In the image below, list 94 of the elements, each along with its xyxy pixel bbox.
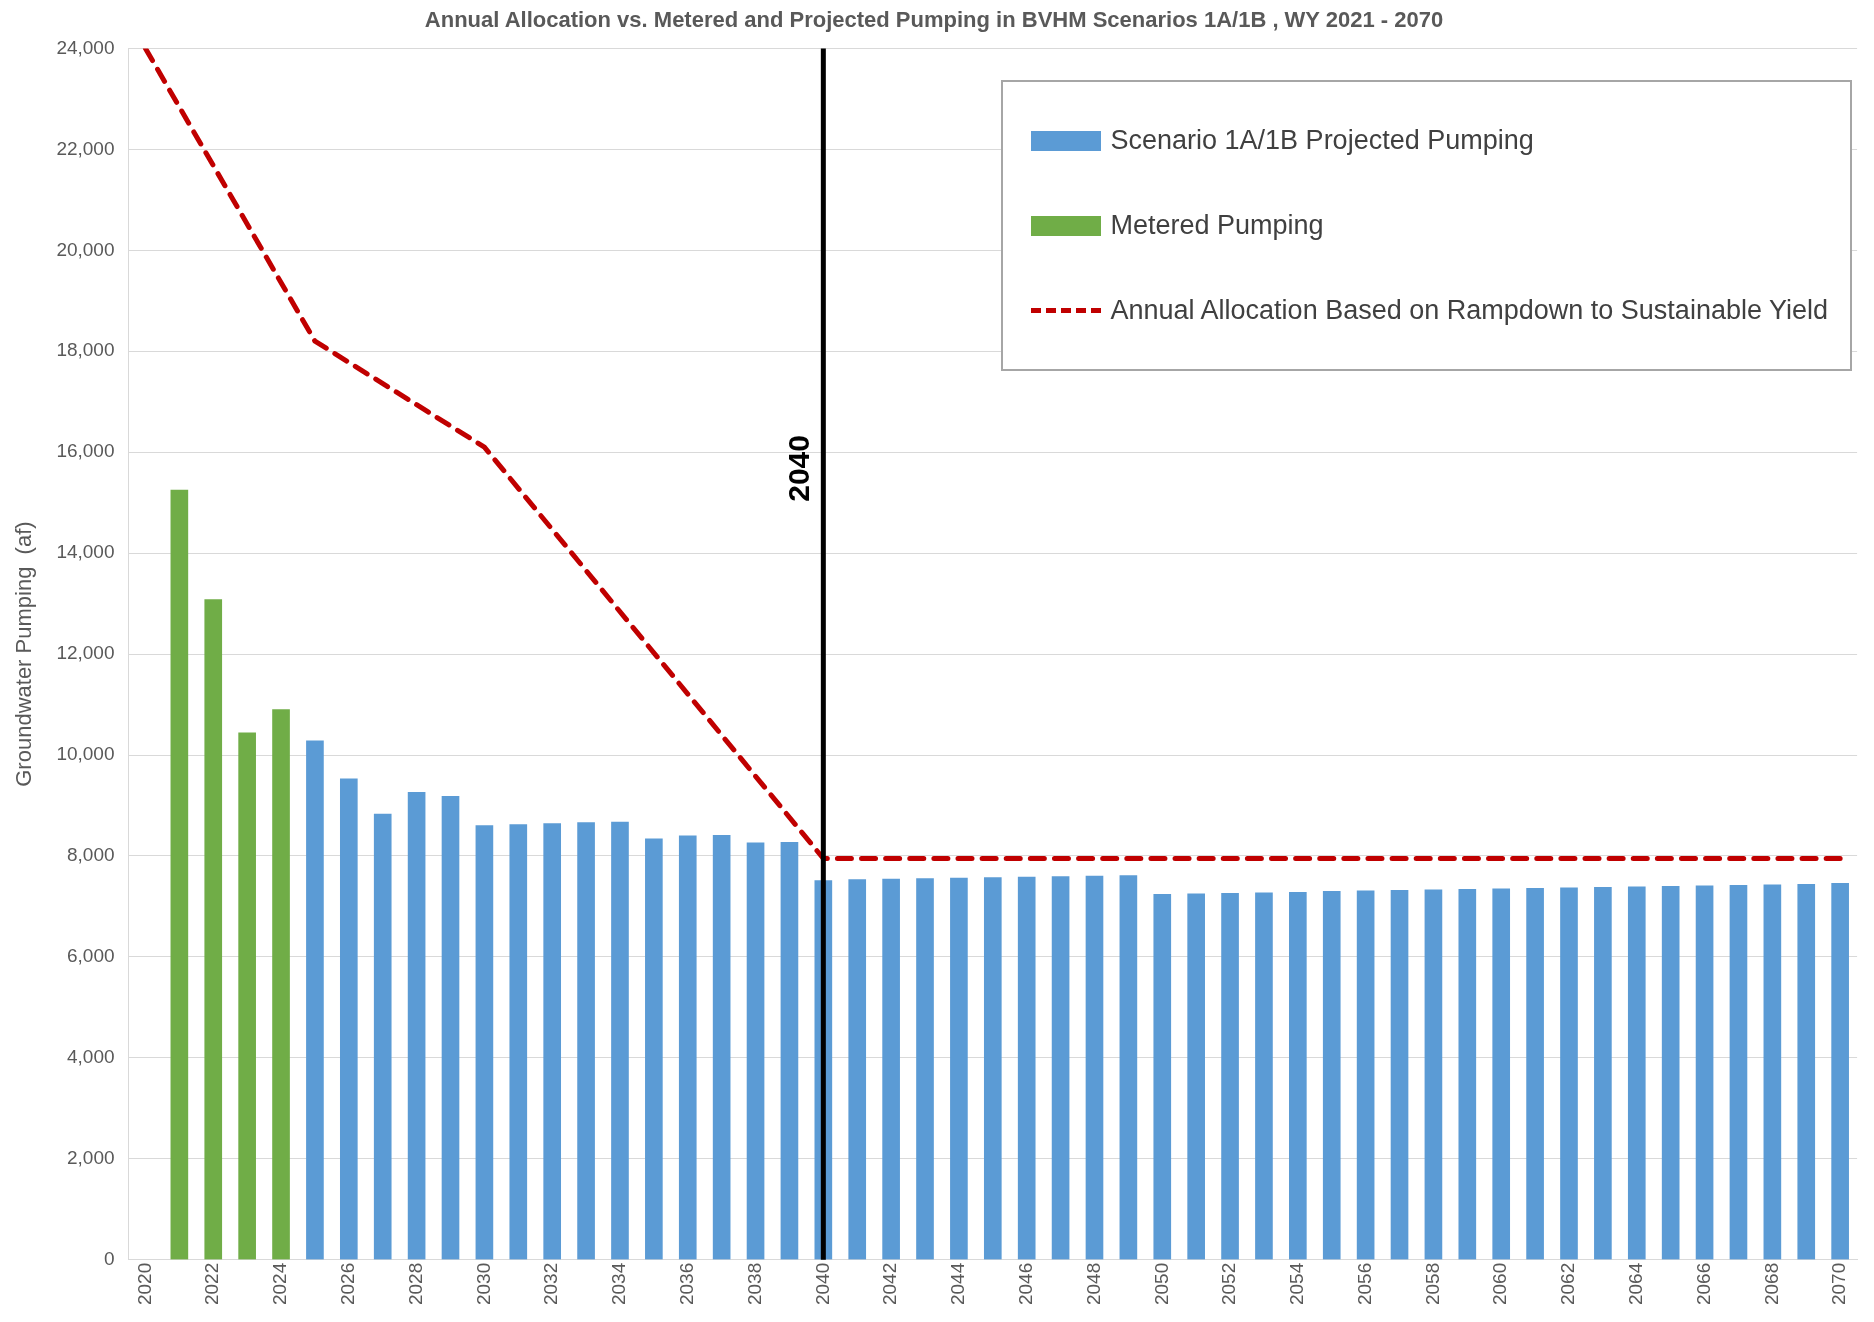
bar: [373, 813, 392, 1260]
bar: [1594, 886, 1612, 1260]
x-tick-label: 2034: [608, 1262, 630, 1306]
bar: [170, 489, 189, 1260]
bar: [780, 842, 799, 1260]
bar: [882, 878, 900, 1260]
bar: [848, 879, 867, 1260]
bar: [1458, 888, 1477, 1260]
bar: [678, 835, 697, 1260]
y-tick-label: 0: [103, 1247, 115, 1269]
bar: [1085, 875, 1104, 1260]
bar: [1560, 887, 1578, 1260]
x-tick-label: 2020: [133, 1262, 155, 1306]
y-tick-label: 18,000: [56, 339, 115, 361]
y-tick-label: 6,000: [66, 945, 115, 967]
bar: [1797, 883, 1816, 1260]
x-tick-label: 2054: [1286, 1262, 1308, 1306]
x-tick-label: 2060: [1489, 1262, 1511, 1306]
bar: [1729, 884, 1748, 1260]
y-tick-label: 16,000: [56, 440, 115, 462]
y-tick-label: 8,000: [66, 844, 115, 866]
bar: [475, 825, 494, 1260]
x-tick-label: 2040: [811, 1262, 833, 1306]
x-tick-label: 2030: [472, 1262, 494, 1306]
x-tick-label: 2062: [1557, 1262, 1579, 1306]
bar: [339, 778, 358, 1260]
bar: [204, 599, 223, 1260]
bar: [916, 878, 934, 1260]
legend-label: Scenario 1A/1B Projected Pumping: [1110, 125, 1534, 156]
x-tick-label: 2028: [404, 1262, 426, 1306]
bar: [983, 877, 1002, 1260]
x-tick-label: 2036: [675, 1262, 697, 1306]
legend-label: Annual Allocation Based on Rampdown to Sustainable Yield: [1110, 295, 1828, 326]
bar: [407, 792, 426, 1260]
bar: [1627, 886, 1646, 1260]
bar: [1424, 889, 1443, 1260]
x-tick-label: 2064: [1625, 1262, 1647, 1306]
bar: [1492, 888, 1511, 1260]
y-tick-label: 2,000: [66, 1147, 115, 1169]
y-axis-title: Groundwater Pumping (af): [11, 521, 37, 787]
bar: [1289, 891, 1307, 1260]
legend-label: Metered Pumping: [1110, 210, 1324, 241]
ref-line-label: 2040: [782, 435, 816, 502]
bar: [1051, 876, 1070, 1260]
x-tick-label: 2024: [269, 1262, 291, 1306]
bar: [1017, 876, 1036, 1260]
x-tick-label: 2050: [1150, 1262, 1172, 1306]
bar: [1187, 893, 1205, 1260]
x-tick-label: 2042: [879, 1262, 901, 1306]
bar: [238, 732, 256, 1260]
x-tick-label: 2068: [1760, 1262, 1782, 1306]
y-tick-label: 20,000: [56, 238, 115, 260]
x-tick-label: 2026: [337, 1262, 359, 1306]
bar: [1322, 890, 1341, 1260]
y-tick-label: 4,000: [66, 1046, 115, 1068]
x-tick-label: 2070: [1828, 1262, 1850, 1306]
x-tick-label: 2022: [201, 1262, 223, 1306]
bar: [950, 877, 968, 1260]
y-tick-label: 24,000: [56, 36, 115, 58]
y-tick-label: 12,000: [56, 642, 115, 664]
bar: [1526, 887, 1544, 1260]
x-tick-label: 2032: [540, 1262, 562, 1306]
bar: [611, 821, 629, 1260]
bar: [543, 823, 562, 1260]
x-tick-label: 2038: [743, 1262, 765, 1306]
bar: [509, 824, 528, 1260]
bar: [441, 796, 460, 1260]
y-tick-label: 10,000: [56, 743, 115, 765]
bar: [1390, 889, 1409, 1260]
bar: [272, 709, 290, 1260]
x-tick-label: 2046: [1014, 1262, 1036, 1306]
bar: [1695, 885, 1714, 1260]
x-tick-label: 2052: [1218, 1262, 1240, 1306]
x-tick-label: 2066: [1692, 1262, 1714, 1306]
x-tick-label: 2058: [1421, 1262, 1443, 1306]
bar: [1119, 875, 1138, 1260]
y-tick-label: 14,000: [56, 541, 115, 563]
bar: [1221, 892, 1239, 1260]
bar: [645, 838, 663, 1260]
bar: [1356, 890, 1375, 1260]
bar: [1153, 893, 1172, 1260]
x-tick-label: 2056: [1353, 1262, 1375, 1306]
bar: [712, 834, 731, 1260]
bar: [577, 822, 595, 1260]
bar: [1661, 885, 1680, 1260]
bar: [1763, 884, 1782, 1260]
x-tick-label: 2048: [1082, 1262, 1104, 1306]
x-tick-label: 2044: [947, 1262, 969, 1306]
bar: [1255, 892, 1273, 1260]
bar: [746, 842, 765, 1260]
chart-title: Annual Allocation vs. Metered and Projected Pumping in BVHM Scenarios 1A/1B , WY 2021 - 2070: [424, 7, 1444, 33]
bar: [1831, 882, 1849, 1260]
y-tick-label: 22,000: [56, 137, 115, 159]
bar: [306, 740, 324, 1260]
